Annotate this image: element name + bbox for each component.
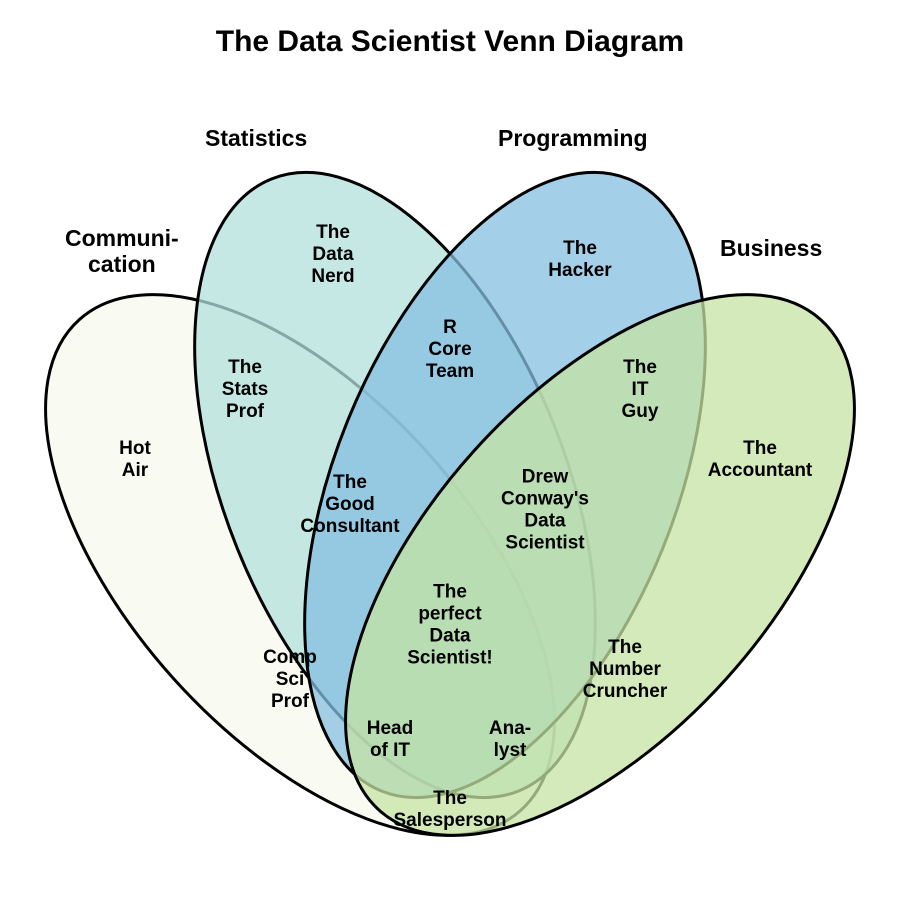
region-stats-prof: The Stats Prof	[222, 357, 268, 423]
region-hacker: The Hacker	[548, 238, 611, 282]
region-good-consultant: The Good Consultant	[300, 472, 399, 538]
region-salesperson: The Salesperson	[394, 788, 507, 832]
region-number-cruncher: The Number Cruncher	[583, 637, 667, 703]
region-it-guy: The IT Guy	[622, 357, 659, 423]
region-data-nerd: The Data Nerd	[311, 222, 354, 288]
venn-canvas: The Data Scientist Venn Diagram Communi-…	[0, 0, 900, 900]
set-label-communication: Communi- cation	[65, 225, 179, 278]
region-head-of-it: Head of IT	[367, 718, 413, 762]
set-label-programming: Programming	[498, 125, 648, 151]
region-perfect: The perfect Data Scientist!	[407, 581, 493, 668]
region-hot-air: Hot Air	[119, 438, 151, 482]
region-conway: Drew Conway's Data Scientist	[501, 466, 589, 553]
region-comp-sci-prof: Comp Sci Prof	[263, 647, 317, 713]
set-label-statistics: Statistics	[205, 125, 307, 151]
region-analyst: Ana- lyst	[489, 718, 531, 762]
set-label-business: Business	[720, 235, 822, 261]
region-r-core-team: R Core Team	[426, 317, 474, 383]
region-accountant: The Accountant	[708, 438, 813, 482]
